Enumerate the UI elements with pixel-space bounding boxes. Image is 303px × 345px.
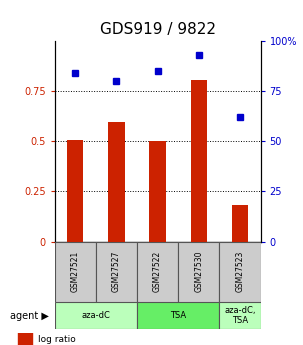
Bar	[178, 241, 219, 302]
Bar	[219, 302, 261, 329]
Bar	[191, 80, 207, 242]
Title: GDS919 / 9822: GDS919 / 9822	[100, 22, 215, 38]
Text: aza-dC,
TSA: aza-dC, TSA	[224, 306, 256, 325]
Bar	[219, 241, 261, 302]
Text: GSM27527: GSM27527	[112, 251, 121, 292]
Text: log ratio: log ratio	[38, 335, 76, 344]
Bar	[108, 122, 125, 242]
Text: GSM27522: GSM27522	[153, 251, 162, 292]
Text: GSM27530: GSM27530	[194, 251, 203, 293]
Text: GSM27521: GSM27521	[71, 251, 80, 292]
Bar	[55, 302, 137, 329]
Bar	[149, 141, 166, 242]
Bar	[67, 140, 83, 242]
Text: agent ▶: agent ▶	[10, 311, 48, 321]
Bar	[18, 331, 32, 345]
Text: aza-dC: aza-dC	[81, 311, 110, 320]
Bar	[137, 241, 178, 302]
Text: TSA: TSA	[170, 311, 186, 320]
Bar	[96, 241, 137, 302]
Bar	[137, 302, 219, 329]
Bar	[55, 241, 96, 302]
Text: GSM27523: GSM27523	[235, 251, 245, 292]
Bar	[232, 206, 248, 242]
